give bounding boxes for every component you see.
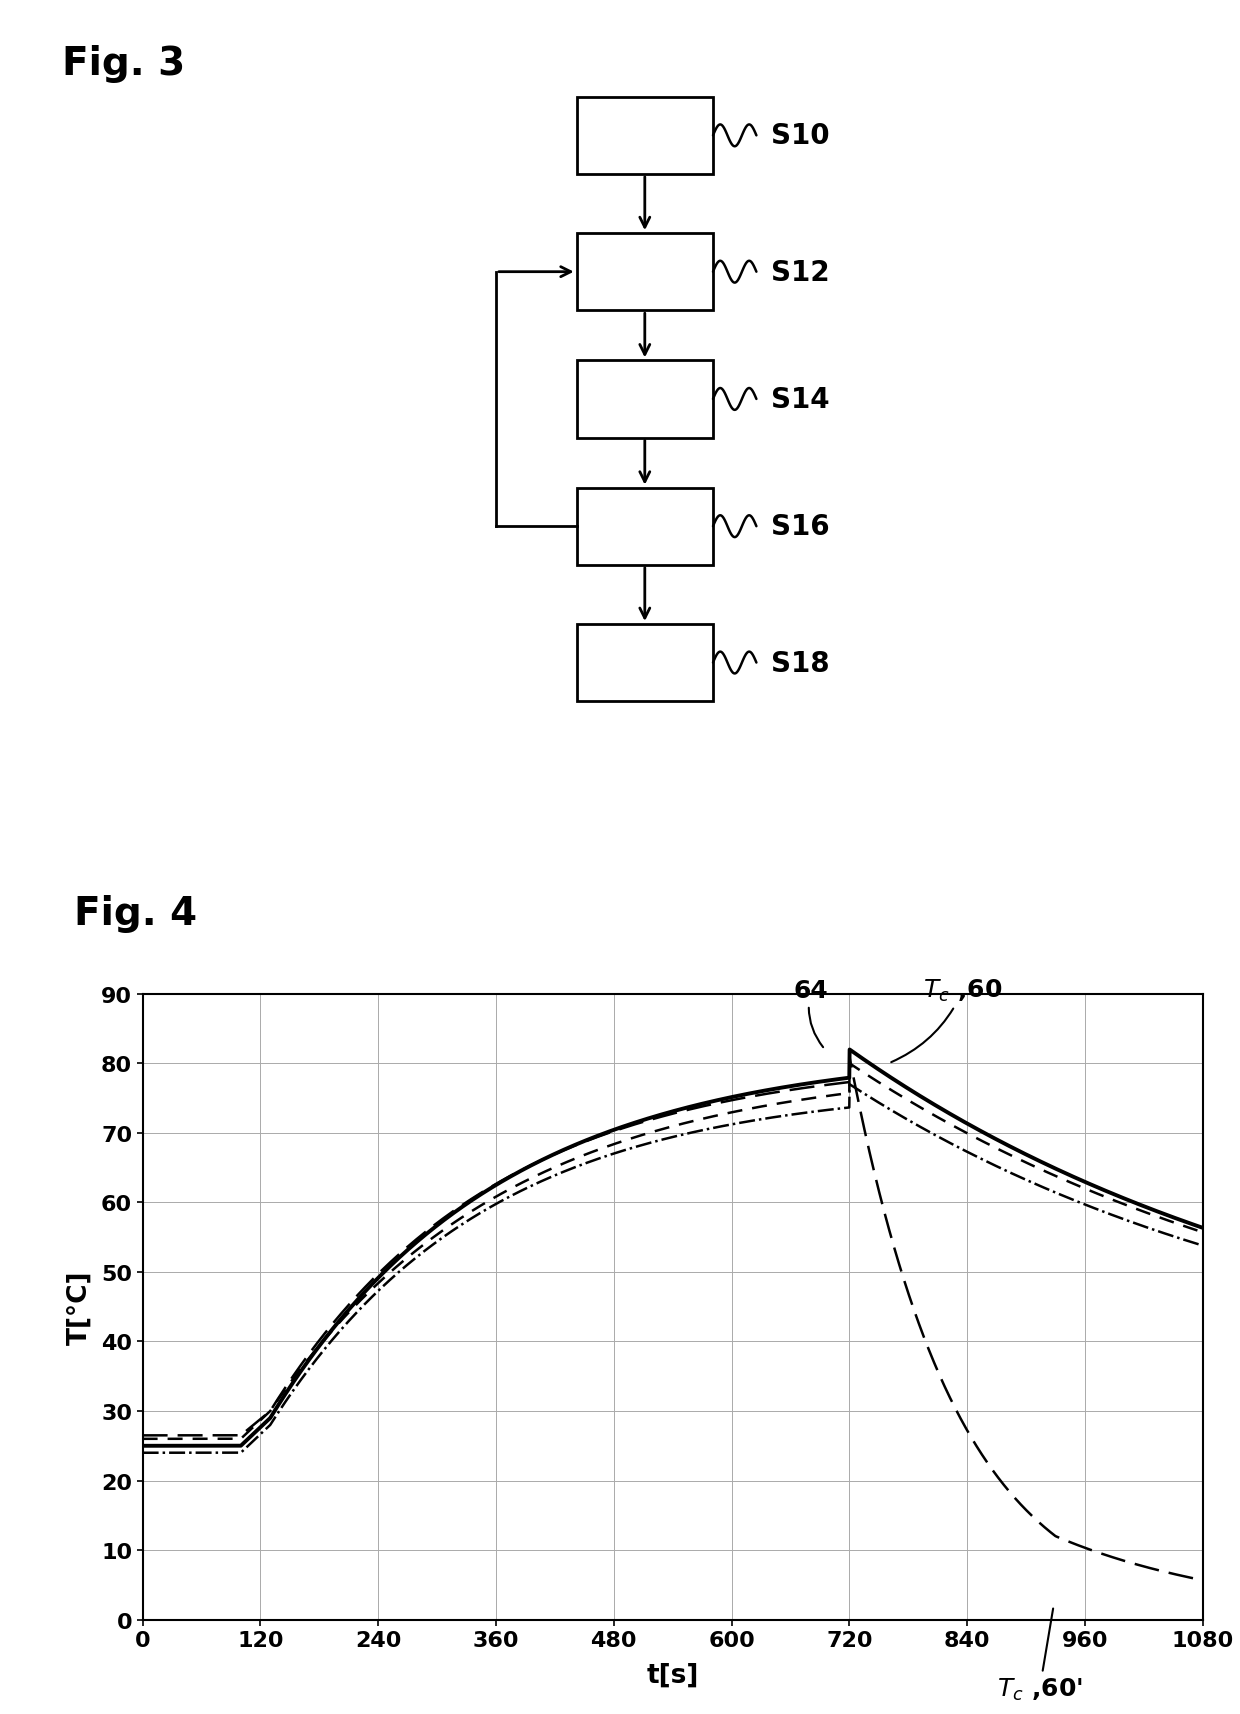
Text: Fig. 3: Fig. 3 — [62, 45, 185, 84]
Text: S12: S12 — [771, 259, 830, 286]
Text: S16: S16 — [771, 512, 830, 542]
Text: Fig. 4: Fig. 4 — [73, 895, 197, 932]
Y-axis label: T[°C]: T[°C] — [67, 1270, 93, 1344]
Text: $T_c$ ,60': $T_c$ ,60' — [997, 1608, 1083, 1702]
Bar — [577, 233, 713, 312]
Text: S10: S10 — [771, 122, 830, 151]
Text: 64: 64 — [794, 979, 828, 1047]
Bar — [577, 98, 713, 175]
Text: $T_c$ ,60: $T_c$ ,60 — [892, 977, 1002, 1063]
Bar — [577, 488, 713, 566]
Text: S14: S14 — [771, 386, 830, 413]
Text: S18: S18 — [771, 650, 830, 677]
Bar — [577, 624, 713, 701]
X-axis label: t[s]: t[s] — [646, 1661, 699, 1687]
Bar — [577, 362, 713, 439]
